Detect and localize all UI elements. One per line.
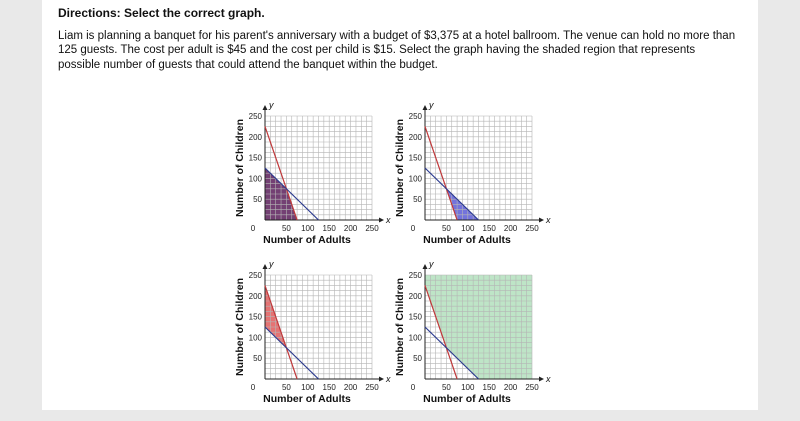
graph-4-svg: 50 100 150 200 250 50 100 150 200 250 0 x y Number of… (394, 259, 551, 405)
budget-line (264, 126, 298, 221)
y-axis-arrow (262, 264, 268, 269)
x-tick-label: 50 (442, 383, 451, 392)
y-tick-label: 250 (409, 271, 423, 280)
x-tick-label: 150 (483, 224, 497, 233)
x-axis-letter: x (385, 215, 391, 225)
y-axis-letter: y (268, 259, 274, 269)
origin-label: 0 (411, 383, 416, 392)
x-tick-label: 50 (442, 224, 451, 233)
x-axis-arrow (379, 217, 384, 223)
graph-option-4[interactable]: 50 100 150 200 250 50 100 150 200 250 0 x y Number of… (392, 257, 552, 412)
x-tick-label: 250 (525, 383, 539, 392)
y-tick-label: 250 (249, 271, 263, 280)
y-axis-title: Number of Children (234, 278, 246, 376)
y-tick-label: 200 (409, 133, 423, 142)
budget-line (424, 126, 458, 221)
x-tick-label: 100 (301, 224, 315, 233)
y-tick-label: 100 (409, 174, 423, 183)
y-axis-letter: y (428, 100, 434, 110)
y-tick-label: 50 (413, 354, 422, 363)
y-axis-title: Number of Children (234, 119, 246, 217)
x-tick-label: 250 (365, 224, 379, 233)
x-tick-label: 250 (365, 383, 379, 392)
x-tick-label: 150 (323, 224, 337, 233)
x-axis-arrow (539, 376, 544, 382)
budget-line (424, 285, 458, 380)
y-axis-arrow (262, 105, 268, 110)
x-tick-label: 100 (461, 224, 475, 233)
x-axis-letter: x (545, 215, 551, 225)
y-tick-label: 150 (409, 313, 423, 322)
x-axis-arrow (379, 376, 384, 382)
problem-text: Liam is planning a banquet for his paren… (58, 30, 736, 71)
x-axis-letter: x (385, 374, 391, 384)
x-tick-label: 100 (301, 383, 315, 392)
guest-limit-line (424, 326, 479, 380)
x-axis-letter: x (545, 374, 551, 384)
y-tick-label: 100 (249, 333, 263, 342)
y-tick-label: 50 (413, 195, 422, 204)
graph-option-2[interactable]: 50 100 150 200 250 50 100 150 200 250 0 x y Number of… (392, 98, 552, 253)
y-axis-title: Number of Children (394, 278, 406, 376)
x-tick-label: 150 (483, 383, 497, 392)
x-tick-label: 50 (282, 224, 291, 233)
y-tick-label: 200 (249, 292, 263, 301)
budget-line (264, 285, 298, 380)
y-tick-label: 100 (409, 333, 423, 342)
y-tick-label: 150 (409, 154, 423, 163)
x-axis-title: Number of Adults (263, 393, 351, 405)
x-tick-label: 100 (461, 383, 475, 392)
y-axis-letter: y (268, 100, 274, 110)
y-axis-title: Number of Children (394, 119, 406, 217)
y-tick-label: 150 (249, 154, 263, 163)
graph-option-1[interactable]: 50 100 150 200 250 50 100 150 200 250 0 x y Number of… (232, 98, 392, 253)
directions-heading: Directions: Select the correct graph. (58, 6, 265, 20)
x-axis-title: Number of Adults (423, 234, 511, 246)
origin-label: 0 (251, 383, 256, 392)
y-tick-label: 100 (249, 174, 263, 183)
origin-label: 0 (411, 224, 416, 233)
graph-2-svg: 50 100 150 200 250 50 100 150 200 250 0 x y Number of… (394, 100, 551, 246)
x-axis-arrow (539, 217, 544, 223)
x-tick-label: 200 (344, 224, 358, 233)
x-tick-label: 50 (282, 383, 291, 392)
y-axis-arrow (422, 105, 428, 110)
graph-1-svg: 50 100 150 200 250 50 100 150 200 250 0 x y Number of… (234, 100, 391, 246)
graph-option-3[interactable]: 50 100 150 200 250 50 100 150 200 250 0 x y Number of… (232, 257, 392, 412)
y-tick-label: 150 (249, 313, 263, 322)
x-tick-label: 150 (323, 383, 337, 392)
graph-3-svg: 50 100 150 200 250 50 100 150 200 250 0 x y Number of… (234, 259, 391, 405)
question-card (42, 0, 758, 410)
guest-limit-line (424, 167, 479, 221)
x-tick-label: 200 (504, 224, 518, 233)
origin-label: 0 (251, 224, 256, 233)
y-tick-label: 200 (409, 292, 423, 301)
y-tick-label: 50 (253, 354, 262, 363)
x-tick-label: 250 (525, 224, 539, 233)
guest-limit-line (264, 326, 319, 380)
x-axis-title: Number of Adults (263, 234, 351, 246)
y-tick-label: 50 (253, 195, 262, 204)
x-tick-label: 200 (504, 383, 518, 392)
y-tick-label: 250 (409, 112, 423, 121)
x-tick-label: 200 (344, 383, 358, 392)
y-axis-letter: y (428, 259, 434, 269)
x-axis-title: Number of Adults (423, 393, 511, 405)
y-axis-arrow (422, 264, 428, 269)
y-tick-label: 200 (249, 133, 263, 142)
guest-limit-line (264, 167, 319, 221)
y-tick-label: 250 (249, 112, 263, 121)
